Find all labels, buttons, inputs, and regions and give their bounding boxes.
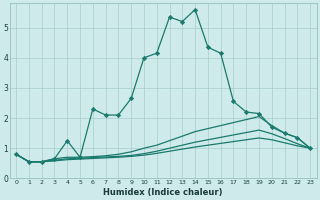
- X-axis label: Humidex (Indice chaleur): Humidex (Indice chaleur): [103, 188, 223, 197]
